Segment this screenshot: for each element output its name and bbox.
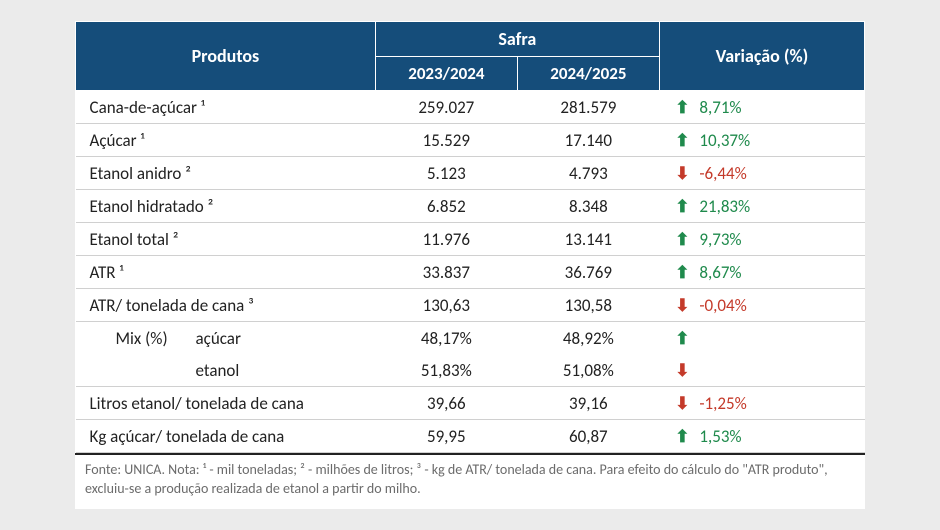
variation-value: 1,53% — [699, 426, 741, 447]
variation-value: -1,25% — [699, 393, 746, 414]
variation-value: 9,73% — [699, 229, 741, 250]
variation-cell: ⬇ -1,25% — [659, 387, 864, 420]
value-col1: 259.027 — [375, 91, 517, 124]
product-label: Mix (%)açúcar — [76, 322, 376, 355]
table-body: Cana-de-açúcar ¹259.027281.579 ⬆ 8,71% Açúc… — [76, 91, 865, 453]
product-label: etanol — [76, 354, 376, 387]
variation-cell: ⬇ -0,04% — [659, 289, 864, 322]
value-col2: 60,87 — [517, 420, 659, 453]
arrow-down-icon: ⬇ — [673, 163, 691, 184]
variation-cell: ⬆ 8,67% — [659, 256, 864, 289]
value-col1: 39,66 — [375, 387, 517, 420]
variation-value: -0,04% — [699, 295, 746, 316]
table-container: Produtos Safra Variação (%) 2023/2024 20… — [75, 21, 865, 509]
arrow-down-icon: ⬇ — [673, 393, 691, 414]
variation-cell: ⬆ 21,83% — [659, 190, 864, 223]
product-label: ATR/ tonelada de cana ³ — [76, 289, 376, 322]
variation-cell: ⬆ — [659, 322, 864, 355]
table-row: Etanol anidro ²5.1234.793 ⬇ -6,44% — [76, 157, 865, 190]
arrow-up-icon: ⬆ — [673, 97, 691, 118]
variation-cell: ⬇ -6,44% — [659, 157, 864, 190]
value-col2: 4.793 — [517, 157, 659, 190]
header-safra: Safra — [375, 22, 659, 57]
table-row: Cana-de-açúcar ¹259.027281.579 ⬆ 8,71% — [76, 91, 865, 124]
value-col1: 51,83% — [375, 354, 517, 387]
variation-cell: ⬆ 10,37% — [659, 124, 864, 157]
value-col1: 59,95 — [375, 420, 517, 453]
variation-value: 21,83% — [699, 196, 750, 217]
arrow-up-icon: ⬆ — [673, 426, 691, 447]
value-col1: 11.976 — [375, 223, 517, 256]
products-table: Produtos Safra Variação (%) 2023/2024 20… — [75, 21, 865, 453]
variation-value: 8,71% — [699, 97, 741, 118]
table-row: Litros etanol/ tonelada de cana39,6639,1… — [76, 387, 865, 420]
table-row: etanol51,83%51,08% ⬇ — [76, 354, 865, 387]
value-col1: 48,17% — [375, 322, 517, 355]
value-col1: 15.529 — [375, 124, 517, 157]
value-col2: 281.579 — [517, 91, 659, 124]
table-row: Açúcar ¹15.52917.140 ⬆ 10,37% — [76, 124, 865, 157]
value-col2: 39,16 — [517, 387, 659, 420]
table-row: Kg açúcar/ tonelada de cana59,9560,87 ⬆ 1,… — [76, 420, 865, 453]
value-col1: 6.852 — [375, 190, 517, 223]
variation-value: 10,37% — [699, 130, 750, 151]
arrow-up-icon: ⬆ — [673, 262, 691, 283]
header-produtos: Produtos — [76, 22, 376, 91]
product-label: Litros etanol/ tonelada de cana — [76, 387, 376, 420]
arrow-up-icon: ⬆ — [673, 196, 691, 217]
header-col2: 2024/2025 — [517, 57, 659, 91]
product-label: Açúcar ¹ — [76, 124, 376, 157]
variation-value: -6,44% — [699, 163, 746, 184]
variation-value: 8,67% — [699, 262, 741, 283]
value-col2: 48,92% — [517, 322, 659, 355]
table-row: ATR ¹33.83736.769 ⬆ 8,67% — [76, 256, 865, 289]
value-col1: 5.123 — [375, 157, 517, 190]
arrow-up-icon: ⬆ — [673, 328, 691, 349]
table-row: Mix (%)açúcar48,17%48,92% ⬆ — [76, 322, 865, 355]
footnote: Fonte: UNICA. Nota: ¹ - mil toneladas; ²… — [75, 453, 865, 509]
variation-cell: ⬆ 1,53% — [659, 420, 864, 453]
arrow-down-icon: ⬇ — [673, 295, 691, 316]
table-row: ATR/ tonelada de cana ³130,63130,58 ⬇ -0,0… — [76, 289, 865, 322]
value-col2: 13.141 — [517, 223, 659, 256]
arrow-up-icon: ⬆ — [673, 130, 691, 151]
value-col2: 51,08% — [517, 354, 659, 387]
product-label: Etanol hidratado ² — [76, 190, 376, 223]
value-col2: 36.769 — [517, 256, 659, 289]
table-row: Etanol total ²11.97613.141 ⬆ 9,73% — [76, 223, 865, 256]
variation-cell: ⬆ 8,71% — [659, 91, 864, 124]
arrow-up-icon: ⬆ — [673, 229, 691, 250]
variation-cell: ⬆ 9,73% — [659, 223, 864, 256]
product-label: ATR ¹ — [76, 256, 376, 289]
value-col1: 130,63 — [375, 289, 517, 322]
arrow-down-icon: ⬇ — [673, 360, 691, 381]
value-col2: 130,58 — [517, 289, 659, 322]
value-col2: 8.348 — [517, 190, 659, 223]
table-header: Produtos Safra Variação (%) 2023/2024 20… — [76, 22, 865, 91]
value-col1: 33.837 — [375, 256, 517, 289]
table-row: Etanol hidratado ²6.8528.348 ⬆ 21,83% — [76, 190, 865, 223]
product-label: Etanol total ² — [76, 223, 376, 256]
product-label: Cana-de-açúcar ¹ — [76, 91, 376, 124]
value-col2: 17.140 — [517, 124, 659, 157]
product-label: Etanol anidro ² — [76, 157, 376, 190]
variation-cell: ⬇ — [659, 354, 864, 387]
product-label: Kg açúcar/ tonelada de cana — [76, 420, 376, 453]
header-col1: 2023/2024 — [375, 57, 517, 91]
header-variacao: Variação (%) — [659, 22, 864, 91]
